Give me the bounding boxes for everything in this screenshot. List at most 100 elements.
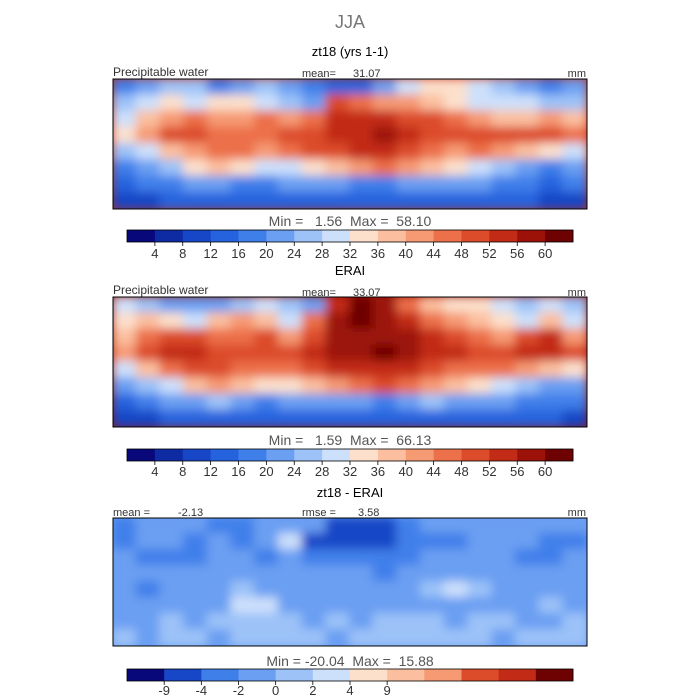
map-cell [301, 565, 328, 583]
map-cell [562, 110, 587, 129]
map-cell [325, 549, 351, 567]
map-cell [372, 533, 399, 551]
colorbar-tick-label: 28 [315, 246, 329, 261]
map-cell [183, 328, 209, 347]
map-cell [206, 629, 233, 646]
map-cell [159, 518, 186, 535]
map-cell [443, 344, 470, 364]
map-cell [159, 328, 186, 347]
map-cell [277, 110, 304, 129]
map-cell [277, 312, 304, 331]
map-cell [183, 518, 209, 535]
map-cell [538, 94, 565, 113]
map-cell [135, 549, 162, 567]
map-cell [183, 126, 209, 146]
map-cell [420, 143, 446, 162]
map-cell [538, 377, 565, 396]
map-cell [443, 297, 470, 315]
map-cell [325, 159, 351, 178]
map-cell [230, 393, 257, 412]
colorbar: 4 8 12 16 20 24 28 32 36 40 44 48 52 56 60 [126, 448, 574, 479]
map-cell [113, 393, 138, 412]
map-cell [301, 377, 328, 396]
colorbar-tick-label: 40 [399, 246, 413, 261]
map-cell [254, 312, 280, 331]
map-cell [206, 79, 233, 97]
map-cell [230, 597, 257, 615]
map-cell [113, 297, 138, 315]
map-cell [159, 377, 186, 396]
map-cell [325, 94, 351, 113]
map-cell [349, 613, 375, 631]
map-cell [396, 581, 423, 599]
mean-value: -2.13 [178, 507, 203, 519]
map-cell [538, 159, 565, 178]
map-cell [372, 518, 399, 535]
map-cell [420, 613, 446, 631]
map-cell [254, 344, 280, 364]
map-cell [467, 126, 494, 146]
map-cell [396, 79, 423, 97]
map-cell [277, 126, 304, 146]
colorbar-tick-label: 44 [426, 464, 440, 479]
map-cell [230, 613, 257, 631]
map-cell [159, 312, 186, 331]
map-cell [206, 597, 233, 615]
colorbar-swatch [545, 449, 574, 461]
map-cell [230, 565, 257, 583]
map-cell [301, 518, 328, 535]
map-cell [491, 312, 517, 331]
map-cell [491, 175, 517, 194]
map-cell [514, 94, 541, 113]
map-cell [113, 312, 138, 331]
map-cell [254, 409, 280, 427]
map-cell [301, 297, 328, 315]
map-cell [514, 126, 541, 146]
colorbar-swatch [182, 230, 212, 242]
map-cell [562, 143, 587, 162]
map-cell [467, 409, 494, 427]
map-cell [562, 175, 587, 194]
map-cell [467, 361, 494, 380]
map-cell [254, 175, 280, 194]
map-field [113, 297, 587, 427]
map-field [113, 518, 587, 646]
map-cell [538, 126, 565, 146]
map-cell [277, 94, 304, 113]
map-cell [538, 328, 565, 347]
map-cell [230, 312, 257, 331]
map-cell [301, 361, 328, 380]
colorbar-tick-label: 12 [203, 464, 217, 479]
map-cell [113, 377, 138, 396]
map-cell [113, 518, 138, 535]
map-cell [135, 79, 162, 97]
map-cell [277, 328, 304, 347]
field-label: Precipitable water [113, 65, 208, 79]
map-cell [135, 377, 162, 396]
colorbar-swatch [489, 449, 518, 461]
map-cell [277, 518, 304, 535]
map-cell [113, 597, 138, 615]
map-frame [112, 78, 588, 210]
map-cell [159, 175, 186, 194]
map-cell [467, 393, 494, 412]
map-cell [443, 126, 470, 146]
map-cell [113, 565, 138, 583]
map-cell [113, 126, 138, 146]
map-cell [491, 518, 517, 535]
map-cell [254, 79, 280, 97]
map-cell [467, 597, 494, 615]
map-cell [372, 361, 399, 380]
map-cell [325, 344, 351, 364]
colorbar-swatch [405, 230, 435, 242]
map-cell [443, 159, 470, 178]
colorbar-tick-label: 4 [151, 246, 158, 261]
map-cell [514, 312, 541, 331]
map-cell [183, 159, 209, 178]
map-cell [230, 328, 257, 347]
map-cell [491, 191, 517, 209]
colorbar-tick-label: 40 [399, 464, 413, 479]
map-cell [562, 629, 587, 646]
map-cell [372, 565, 399, 583]
map-cell [538, 175, 565, 194]
